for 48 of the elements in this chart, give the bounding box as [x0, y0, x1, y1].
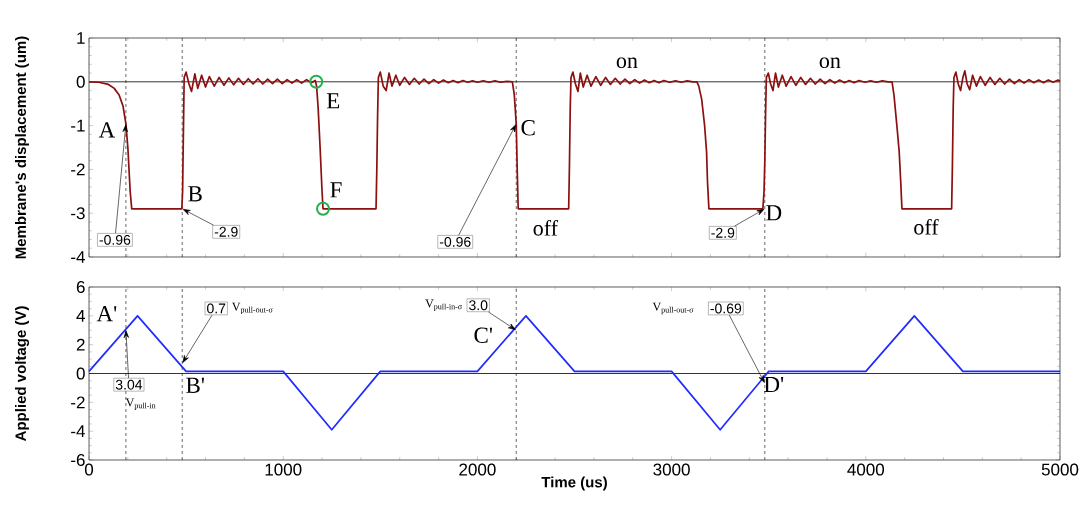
annotation: 3.04: [115, 379, 143, 390]
annotation: F: [330, 182, 342, 198]
annotation: -2.9: [214, 226, 238, 237]
y-tick-label: -6: [71, 453, 85, 467]
annotation: on: [616, 57, 638, 69]
x-axis-title: Time (us): [541, 476, 607, 491]
x-tick-label: 0: [84, 463, 94, 476]
annotation: off: [914, 218, 939, 235]
annotation: -0.69: [710, 303, 742, 314]
x-tick-label: 2000: [459, 463, 496, 476]
x-tick-label: 5000: [1041, 463, 1079, 476]
y-tick-label: -2: [71, 163, 85, 176]
x-tick-label: 4000: [847, 463, 885, 476]
annotation: -0.96: [99, 234, 131, 245]
y-tick-label: -3: [71, 207, 85, 220]
annotation: B': [186, 377, 204, 393]
annotation: V$_{pull-out-σ}$: [231, 302, 273, 315]
y-tick-label: 0: [76, 367, 85, 380]
annotation: -0.96: [439, 236, 471, 247]
annotation: A: [98, 122, 116, 138]
y-tick-label: -1: [71, 119, 85, 132]
annotation: V$_{pull-in-σ}$: [425, 299, 462, 311]
annotation: on: [819, 57, 841, 69]
x-tick-label: 3000: [653, 463, 690, 476]
annotation: A': [96, 306, 117, 322]
y-axis-title: Membrane's displacement (um): [15, 36, 29, 259]
y-tick-label: -2: [71, 396, 85, 409]
annotation: D': [764, 376, 784, 393]
x-tick-label: 1000: [265, 463, 302, 476]
annotation: 3.0: [469, 300, 488, 311]
annotation: E: [326, 93, 340, 109]
annotation: V$_{pull-in}$: [125, 398, 156, 410]
annotation: D: [766, 205, 782, 221]
y-tick-label: 2: [76, 338, 85, 351]
y-tick-label: 0: [76, 75, 85, 88]
y-tick-label: 6: [76, 280, 85, 294]
annotation: -2.9: [711, 227, 735, 238]
y-tick-label: 1: [77, 32, 85, 44]
y-axis-title: Applied voltage (V): [14, 306, 30, 442]
y-tick-label: 4: [76, 309, 85, 322]
y-tick-label: -4: [71, 425, 85, 438]
annotation: off: [533, 219, 558, 236]
y-tick-label: -4: [71, 251, 85, 263]
annotation: C': [474, 327, 493, 343]
annotation: B: [188, 186, 202, 202]
annotation: V$_{pull-out-σ}$: [652, 302, 694, 315]
annotation: 0.7: [207, 303, 226, 314]
annotation: C: [521, 120, 535, 136]
